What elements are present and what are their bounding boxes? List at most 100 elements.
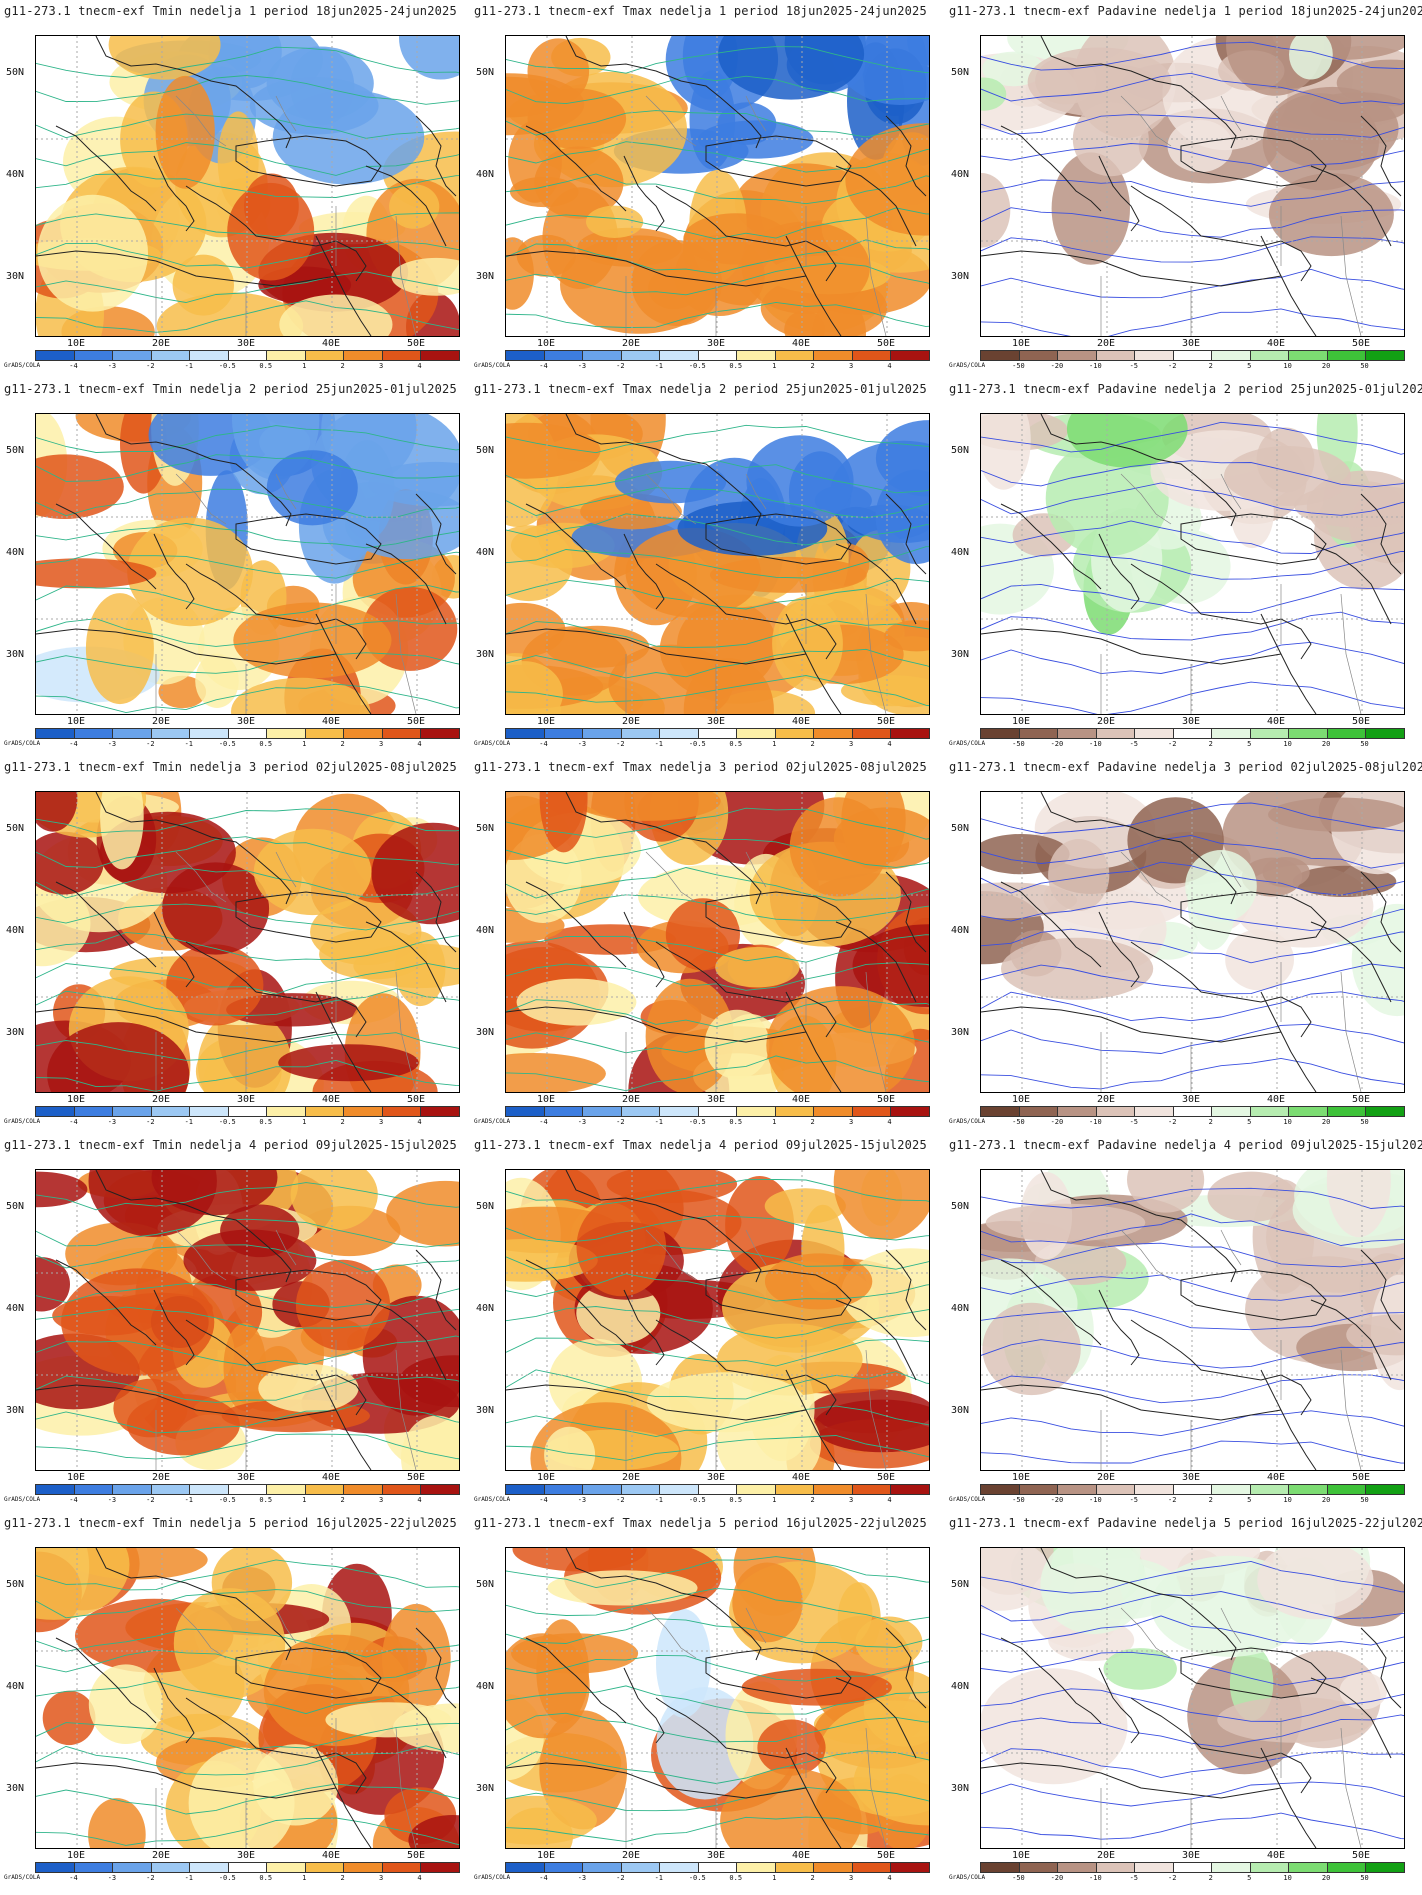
contour-line: [981, 991, 1404, 1022]
anomaly-shading: [506, 422, 601, 479]
colorbar-tick-label: 5: [1247, 1496, 1252, 1504]
longitude-label: 10E: [1012, 716, 1031, 727]
colorbar-tick-label: -0.5: [218, 1496, 236, 1504]
colorbar-tick-label: 1: [302, 1496, 307, 1504]
anomaly-shading: [982, 1302, 1081, 1396]
anomaly-shading: [764, 1253, 873, 1310]
colorbar-tick-label: 1: [302, 1118, 307, 1126]
contour-line: [36, 425, 459, 453]
coastline: [415, 493, 457, 575]
country-border: [865, 971, 887, 1092]
coastline: [185, 185, 257, 237]
contour-line: [981, 421, 1404, 455]
coastline: [55, 881, 157, 968]
colorbar-tick-label: 2: [810, 740, 815, 748]
map-area: [35, 413, 460, 715]
anomaly-shading: [574, 792, 721, 821]
colorbar-swatch: [382, 1485, 422, 1494]
colorbar-swatch: [74, 1485, 114, 1494]
colorbar-swatch: [1327, 1863, 1367, 1872]
country-border: [1120, 473, 1172, 525]
map-plot: [981, 36, 1404, 336]
colorbar-tick-label: -50: [1012, 1874, 1025, 1882]
anomaly-shading: [88, 1170, 217, 1237]
colorbar-swatch: [814, 1107, 853, 1116]
longitude-label: 20E: [152, 338, 171, 349]
longitude-label: 20E: [622, 1472, 641, 1483]
coastline: [95, 792, 292, 905]
colorbar-swatch: [1019, 1107, 1059, 1116]
colorbar-tick-label: 0.5: [259, 1496, 273, 1504]
colorbar-swatch: [544, 1863, 584, 1872]
colorbar-swatch: [1289, 351, 1328, 360]
colorbar-swatch: [1096, 1863, 1136, 1872]
coastline: [235, 135, 382, 187]
longitude-label: 50E: [1352, 1472, 1371, 1483]
contour-line: [981, 1213, 1404, 1246]
colorbar-tick-label: -50: [1012, 740, 1025, 748]
colorbar-swatch: [660, 1107, 699, 1116]
latitude-label: 50N: [476, 1579, 495, 1590]
colorbar-tick-label: -4: [69, 1118, 78, 1126]
contour-line: [506, 207, 929, 240]
colorbar-tick-label: 4: [887, 362, 892, 370]
coastline: [655, 941, 727, 993]
colorbar-tick-label: 3: [848, 1118, 854, 1126]
coastline: [785, 1369, 842, 1470]
longitude-label: 10E: [67, 1850, 86, 1861]
colorbar-tick-label: -4: [539, 1496, 548, 1504]
colorbar-swatch: [1366, 351, 1405, 360]
coastline: [785, 1747, 842, 1848]
coastline: [153, 533, 195, 610]
coastline: [1200, 613, 1312, 660]
colorbar-tick-label: -3: [577, 740, 587, 748]
colorbar-swatch: [775, 729, 815, 738]
coastline: [315, 1747, 372, 1848]
coastline: [565, 1548, 762, 1661]
coastline: [95, 1170, 292, 1283]
colorbar-tick-label: -20: [1050, 1874, 1064, 1882]
anomaly-shading: [576, 1198, 667, 1297]
colorbar-tick-label: -0.5: [218, 1874, 236, 1882]
contour-line: [36, 1283, 459, 1308]
colorbar-tick-label: -20: [1050, 1496, 1064, 1504]
grads-credit-label: GrADS/COLA: [474, 1118, 511, 1125]
contour-line: [36, 173, 459, 198]
contour-line: [506, 1179, 929, 1206]
contour-line: [506, 1750, 929, 1784]
anomaly-shading: [1346, 1314, 1404, 1356]
coastline: [1360, 493, 1402, 575]
colorbar-tick-label: -3: [577, 362, 587, 370]
coastline: [623, 1667, 665, 1744]
coastline: [1260, 1747, 1317, 1848]
latitude-label: 30N: [476, 1027, 495, 1038]
coastline: [365, 165, 447, 247]
colorbar-tick-label: -2: [146, 1874, 155, 1882]
anomaly-shading: [766, 986, 915, 1092]
coastline: [1000, 881, 1102, 968]
colorbar-swatch: [1250, 1485, 1290, 1494]
coastline: [315, 235, 372, 336]
contour-line: [506, 1214, 929, 1243]
contour-line: [36, 1401, 459, 1434]
colorbar-tick-label: -10: [1089, 362, 1102, 370]
coastline: [1360, 1627, 1402, 1709]
contour-line: [981, 681, 1404, 714]
coastline: [1360, 871, 1402, 953]
map-panel: g11-273.1 tnecm-exf Tmin nedelja 2 perio…: [0, 378, 470, 756]
country-border: [395, 971, 417, 1092]
coastline: [506, 628, 807, 665]
anomaly-shading: [1241, 857, 1303, 897]
contour-line: [36, 1218, 459, 1248]
colorbar-tick-label: -2: [146, 1118, 155, 1126]
anomaly-shading: [1127, 1170, 1205, 1213]
longitude-label: 40E: [1267, 1094, 1286, 1105]
map-plot: [981, 792, 1404, 1092]
colorbar-swatch: [1135, 1485, 1174, 1494]
longitude-label: 40E: [792, 1094, 811, 1105]
latitude-label: 40N: [951, 925, 970, 936]
anomaly-shading: [772, 596, 843, 691]
map-area: [35, 791, 460, 1093]
colorbar-tick-label: 4: [417, 1118, 422, 1126]
country-border: [275, 1607, 297, 1644]
